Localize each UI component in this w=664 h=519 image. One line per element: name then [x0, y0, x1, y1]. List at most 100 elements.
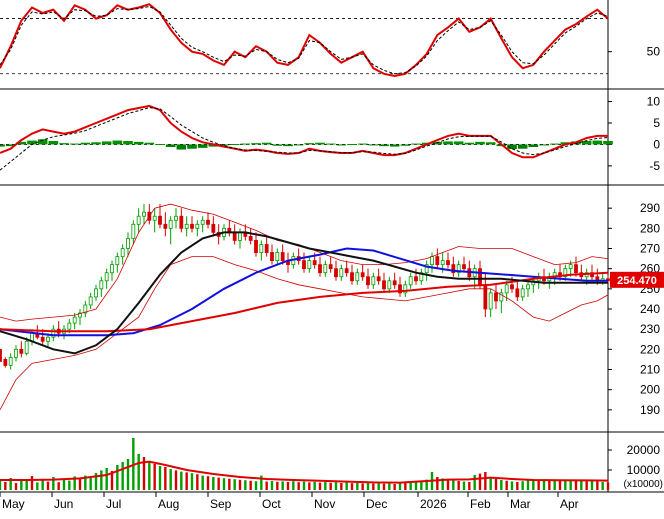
candle-body	[238, 231, 242, 241]
volume-bar	[500, 480, 503, 490]
candle-body	[318, 264, 322, 274]
candle-body	[40, 336, 45, 342]
volume-bar	[606, 482, 610, 490]
candle-body	[99, 280, 104, 290]
volume-bar	[441, 478, 444, 490]
candle-body	[275, 252, 280, 262]
volume-bar	[286, 482, 290, 490]
volume-bar	[25, 481, 28, 490]
candle-body	[526, 284, 530, 290]
price-tick-label: 210	[640, 363, 660, 377]
candle-body	[131, 223, 136, 239]
macd-histogram-bar	[91, 142, 101, 145]
candle-body	[574, 264, 578, 274]
candle-body	[414, 276, 418, 282]
volume-bar	[516, 482, 519, 490]
volume-bar	[484, 472, 487, 490]
rsi-tick-label: 50	[647, 45, 661, 59]
volume-bar	[425, 479, 428, 490]
volume-bar	[404, 483, 407, 490]
volume-bar	[105, 468, 108, 490]
macd-histogram-bar	[133, 141, 144, 145]
volume-bar	[84, 475, 87, 490]
volume-bar	[94, 473, 98, 490]
volume-bar	[414, 481, 418, 490]
x-tick-label: Nov	[314, 497, 335, 511]
candle-body	[435, 256, 440, 266]
candle-body	[94, 288, 98, 298]
candle-body	[24, 340, 29, 354]
macd-histogram-bar	[219, 144, 229, 146]
macd-histogram-bar	[80, 142, 91, 145]
candle-body	[478, 268, 482, 286]
macd-histogram-bar	[0, 144, 5, 147]
macd-histogram-bar	[208, 144, 219, 147]
volume-bar	[52, 477, 55, 490]
candle-body	[510, 284, 514, 290]
candle-body	[72, 316, 77, 324]
volume-bar	[478, 473, 482, 490]
macd-black-dash-line	[0, 107, 609, 171]
x-tick-label: Oct	[262, 497, 281, 511]
macd-histogram-bar	[325, 143, 336, 145]
volume-bar	[388, 483, 391, 490]
macd-histogram-bar	[549, 143, 560, 145]
price-tick-label: 240	[640, 302, 660, 316]
macd-histogram-bar	[464, 142, 475, 145]
volume-bar	[452, 480, 455, 490]
macd-histogram-bar	[389, 144, 400, 147]
macd-histogram-bar	[101, 141, 112, 145]
candle-body	[430, 256, 434, 266]
macd-histogram-bar	[475, 141, 485, 145]
candle-body	[302, 260, 306, 270]
price-tick-label: 280	[640, 221, 660, 235]
volume-bar	[212, 477, 215, 490]
volume-bar	[494, 479, 498, 490]
candle-body	[120, 248, 125, 257]
price-tick-label: 290	[640, 201, 660, 215]
candle-body	[142, 211, 146, 217]
candle-body	[568, 264, 573, 270]
candle-body	[200, 219, 205, 225]
volume-bar	[142, 457, 146, 490]
volume-bar	[580, 480, 583, 490]
volume-bar	[78, 478, 82, 490]
macd-histogram-bar	[155, 144, 165, 145]
candle-body	[360, 272, 365, 278]
macd-histogram-bar	[347, 144, 357, 145]
macd-histogram-bar	[240, 143, 251, 145]
macd-histogram-bar	[507, 144, 517, 150]
candle-body	[3, 359, 8, 366]
candle-body	[323, 264, 328, 274]
macd-red-line-line	[0, 104, 608, 159]
volume-bar	[174, 470, 178, 490]
volume-bar	[4, 482, 7, 490]
x-tick-label: Dec	[366, 497, 387, 511]
volume-bar	[436, 477, 439, 490]
macd-histogram-bar	[16, 141, 27, 145]
macd-histogram-bar	[272, 144, 283, 146]
price-tick-label: 200	[640, 383, 660, 397]
volume-bar	[206, 476, 210, 490]
candle-body	[376, 276, 381, 282]
macd-histogram-bar	[251, 143, 261, 145]
price-boll-lower-line	[0, 256, 609, 410]
volume-bar	[276, 481, 279, 490]
rsi-red-line-line	[0, 3, 609, 78]
candle-body	[211, 223, 216, 233]
candle-body	[126, 238, 130, 249]
volume-bar	[100, 470, 103, 490]
candle-body	[350, 272, 354, 282]
x-tick-label: Jun	[54, 497, 73, 511]
macd-histogram-bar	[59, 143, 69, 145]
volume-bar	[409, 482, 412, 490]
candle-body	[152, 215, 157, 221]
volume-bar	[238, 479, 242, 490]
volume-tick-label: 20000	[627, 443, 661, 457]
candle-body	[371, 276, 376, 286]
macd-histogram-bar	[304, 143, 315, 145]
candle-body	[136, 215, 141, 225]
candle-body	[83, 304, 88, 314]
volume-bar	[260, 475, 263, 490]
x-tick-label: 2026	[420, 497, 447, 511]
